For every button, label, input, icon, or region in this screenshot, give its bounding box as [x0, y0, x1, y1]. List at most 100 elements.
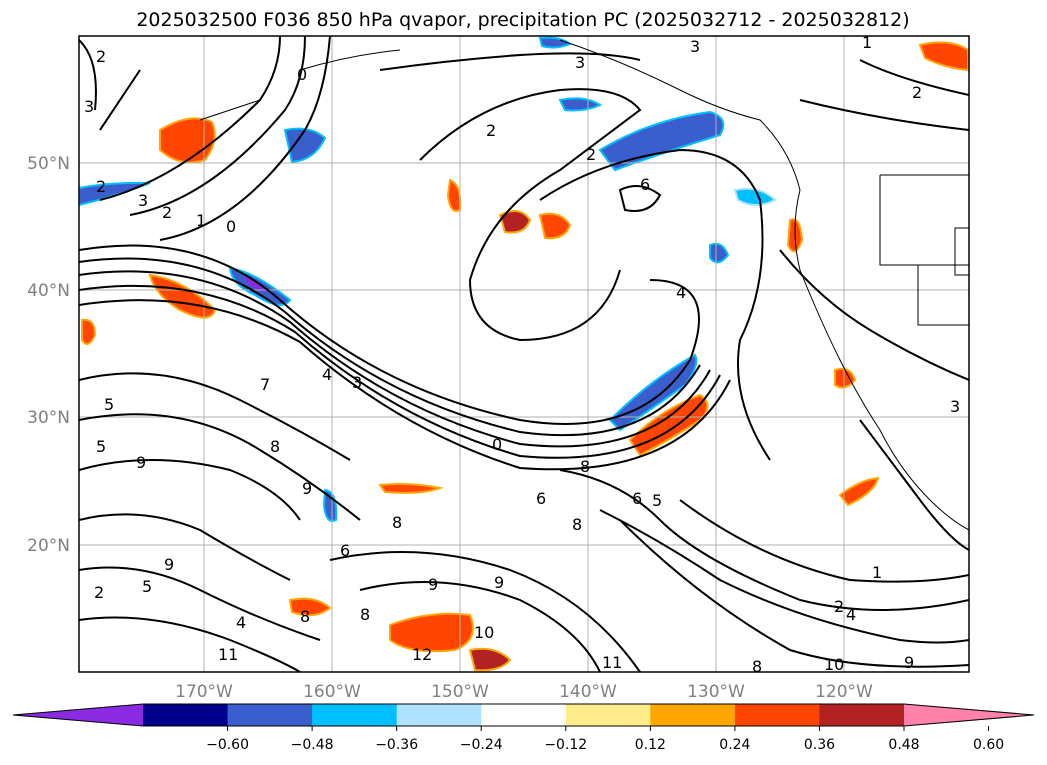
colorbar-tick-label: 0.36: [804, 737, 835, 753]
coastlines: [199, 39, 969, 531]
contour-label: 9: [136, 453, 146, 472]
precip-patch: [288, 597, 332, 617]
colorbar-segment: [650, 704, 736, 726]
colorbar-segment: [819, 704, 905, 726]
colorbar-segment: [481, 704, 567, 726]
precip-patch-negative: [283, 127, 327, 164]
contour-label: 12: [412, 645, 432, 664]
contour-label: 1: [196, 211, 206, 230]
contour-label: 8: [580, 457, 590, 476]
lon-label: 170°W: [175, 682, 233, 702]
contour-label: 8: [300, 607, 310, 626]
contour-label: 5: [104, 395, 114, 414]
colorbar-tick-label: −0.24: [460, 737, 503, 753]
contour-label: 1: [862, 33, 872, 52]
precip-patch: [389, 612, 474, 653]
lon-label: 140°W: [559, 682, 617, 702]
lon-label: 120°W: [815, 682, 873, 702]
latitude-labels: 50°N 40°N 30°N 20°N: [27, 154, 70, 556]
contour-label: 10: [474, 623, 494, 642]
colorbar-segment: [312, 704, 398, 726]
contour-label: 9: [428, 575, 438, 594]
contour-label: 3: [138, 191, 148, 210]
colorbar-segment: [734, 704, 820, 726]
contour-label: 10: [824, 655, 844, 674]
precip-patch: [918, 41, 969, 72]
contour-label: 2: [162, 203, 172, 222]
contour-label: 6: [640, 175, 650, 194]
contour-label: 2: [586, 145, 596, 164]
longitude-labels: 170°W 160°W 150°W 140°W 130°W 120°W: [175, 682, 873, 702]
lat-label: 50°N: [27, 154, 70, 174]
precip-patch: [538, 212, 572, 240]
colorbar-segment: [143, 704, 229, 726]
precip-patch-negative: [558, 97, 603, 112]
precip-patch-negative: [733, 187, 777, 206]
colorbar-tick-label: 0.12: [635, 737, 666, 753]
contour-label: 9: [302, 479, 312, 498]
contour-label: 8: [360, 605, 370, 624]
contour-label: 9: [164, 555, 174, 574]
contour-label: 8: [572, 515, 582, 534]
precip-patch-negative: [598, 110, 725, 172]
colorbar-outline: [12, 703, 1035, 727]
precip-patch: [468, 647, 512, 672]
contour-label: 9: [494, 573, 504, 592]
contour-label: 4: [676, 283, 686, 302]
precip-patch: [159, 117, 216, 164]
map-background: [79, 36, 969, 672]
contour-label: 7: [260, 375, 270, 394]
contour-label: 5: [96, 437, 106, 456]
colorbar-tick-label: −0.36: [375, 737, 418, 753]
lat-label: 40°N: [27, 281, 70, 301]
contour-label: 3: [950, 397, 960, 416]
precip-patch-negative: [79, 181, 151, 207]
contour-label: 6: [536, 489, 546, 508]
contour-label: 0: [297, 65, 307, 84]
lon-label: 160°W: [303, 682, 361, 702]
colorbar-tick-label: −0.48: [291, 737, 334, 753]
contour-label: 2: [834, 597, 844, 616]
colorbar-extend-max: [904, 704, 1034, 726]
contour-label: 2: [96, 47, 106, 66]
contour-label: 11: [602, 653, 622, 672]
contour-label: 3: [575, 53, 585, 72]
contour-label: 9: [904, 653, 914, 672]
map-panel: 2 3 0 3 2 1 2 3 2 6 2 1 0 2 3 4 7 5 4 3: [78, 33, 970, 674]
contour-label: 2: [486, 121, 496, 140]
contour-label: 3: [690, 37, 700, 56]
colorbar-segment: [565, 704, 651, 726]
lat-label: 30°N: [27, 408, 70, 428]
colorbar-segment: [227, 704, 313, 726]
lon-label: 150°W: [431, 682, 489, 702]
qvapor-contours: [79, 36, 969, 672]
colorbar-extend-min: [13, 704, 143, 726]
precip-patch: [838, 476, 880, 507]
colorbar: −0.60 −0.48 −0.36 −0.24 −0.12 0.12 0.24 0.36 0.4…: [12, 703, 1035, 753]
contour-label: 4: [236, 613, 246, 632]
precip-patch: [81, 318, 97, 345]
contour-label: 2: [912, 83, 922, 102]
precip-patch-negative: [538, 36, 572, 49]
lon-label: 130°W: [687, 682, 745, 702]
precip-patch: [378, 483, 444, 494]
contour-label: 2: [96, 177, 106, 196]
precip-patch-negative: [709, 242, 730, 264]
contour-label: 11: [218, 645, 238, 664]
contour-labels: 2 3 0 3 2 1 2 3 2 6 2 1 0 2 3 4 7 5 4 3: [84, 33, 960, 674]
contour-label: 3: [352, 373, 362, 392]
contour-label: 5: [142, 577, 152, 596]
figure-title: 2025032500 F036 850 hPa qvapor, precipit…: [136, 9, 909, 31]
contour-label: 2: [94, 583, 104, 602]
contour-label: 6: [340, 541, 350, 560]
colorbar-tick-label: −0.12: [544, 737, 587, 753]
contour-label: 1: [872, 563, 882, 582]
precip-patch: [834, 367, 857, 389]
precip-patch: [148, 273, 217, 319]
colorbar-segment: [396, 704, 482, 726]
contour-label: 0: [492, 435, 502, 454]
contour-label: 4: [846, 605, 856, 624]
gridlines: [79, 36, 969, 672]
contour-label: 8: [270, 437, 280, 456]
